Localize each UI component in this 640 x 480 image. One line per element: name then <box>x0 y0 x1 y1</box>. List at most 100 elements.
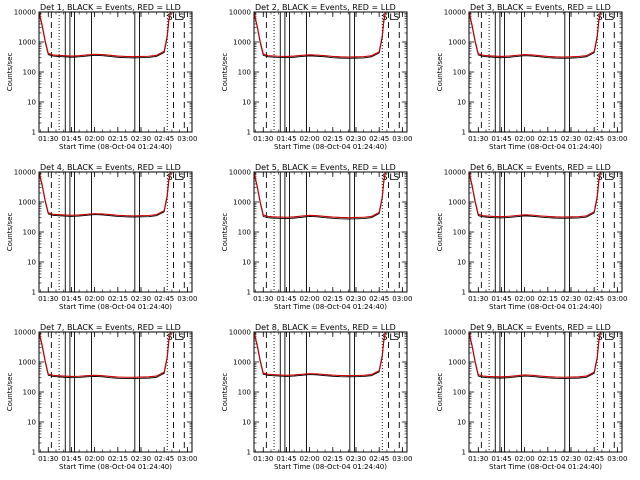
annotation-letter: S <box>178 333 184 343</box>
x-tick-label: 02:45 <box>369 455 389 463</box>
events-series-line <box>253 332 386 378</box>
panel-title: Det 5, BLACK = Events, RED = LLD <box>255 163 396 172</box>
y-tick-label: 1000 <box>448 359 466 367</box>
x-tick-label: 01:30 <box>468 135 488 143</box>
annotation-letter: L <box>604 333 609 343</box>
panel-det-2: Det 2, BLACK = Events, RED = LLD Counts/s… <box>221 3 412 151</box>
x-tick-label: 02:00 <box>515 135 535 143</box>
annotation-letter: L <box>604 173 609 183</box>
y-axis-label: Counts/sec <box>6 373 14 412</box>
y-axis-label: Counts/sec <box>221 373 229 412</box>
plot-frame <box>468 331 623 453</box>
panel-det-1: Det 1, BLACK = Events, RED = LLD Counts/s… <box>6 3 197 151</box>
y-tick-label: 10000 <box>229 9 251 17</box>
plot-frame <box>468 171 623 293</box>
x-tick-label: 03:00 <box>177 455 197 463</box>
x-tick-label: 02:30 <box>131 295 151 303</box>
x-tick-label: 02:45 <box>154 455 174 463</box>
panel-title: Det 4, BLACK = Events, RED = LLD <box>40 163 181 172</box>
panel-det-6: Det 6, BLACK = Events, RED = LLD Counts/s… <box>436 163 627 311</box>
annotation-letter: S <box>393 173 399 183</box>
annotation-letter: S <box>608 173 614 183</box>
lld-series-line <box>253 12 386 58</box>
y-tick-label: 10000 <box>444 169 466 177</box>
y-tick-label: 100 <box>23 229 36 237</box>
lld-series-line <box>253 172 386 219</box>
x-axis-label: Start Time (08-Oct-04 01:24:40) <box>59 303 172 311</box>
x-tick-label: 02:00 <box>515 295 535 303</box>
x-tick-label: 02:15 <box>538 135 558 143</box>
x-axis-label: Start Time (08-Oct-04 01:24:40) <box>489 143 602 151</box>
lld-series-line <box>468 172 601 218</box>
y-tick-label: 1 <box>32 129 36 137</box>
lld-series-line <box>253 332 386 377</box>
x-tick-label: 01:45 <box>276 135 296 143</box>
y-tick-label: 1000 <box>18 359 36 367</box>
y-tick-label: 1000 <box>233 39 251 47</box>
annotation-letter: L <box>389 333 394 343</box>
panel-det-3: Det 3, BLACK = Events, RED = LLD Counts/s… <box>436 3 627 151</box>
x-tick-label: 03:00 <box>392 455 412 463</box>
events-series-line <box>253 172 386 220</box>
x-tick-label: 01:30 <box>38 295 58 303</box>
y-tick-label: 100 <box>23 389 36 397</box>
x-tick-label: 02:45 <box>584 135 604 143</box>
x-tick-label: 03:00 <box>392 135 412 143</box>
lld-series-line <box>38 332 171 378</box>
x-tick-label: 02:45 <box>154 295 174 303</box>
x-tick-label: 02:15 <box>323 295 343 303</box>
y-tick-label: 10 <box>242 99 251 107</box>
x-tick-label: 03:00 <box>177 135 197 143</box>
panel-title: Det 2, BLACK = Events, RED = LLD <box>255 3 396 12</box>
x-tick-label: 02:15 <box>108 295 128 303</box>
y-tick-label: 100 <box>453 229 466 237</box>
y-tick-label: 1 <box>462 449 466 457</box>
y-tick-label: 1 <box>32 449 36 457</box>
y-tick-label: 1 <box>32 289 36 297</box>
plot-frame <box>38 171 193 293</box>
x-tick-label: 01:30 <box>253 455 273 463</box>
annotation-letter: S <box>608 333 614 343</box>
x-axis-label: Start Time (08-Oct-04 01:24:40) <box>59 463 172 471</box>
x-tick-label: 02:30 <box>561 135 581 143</box>
x-tick-label: 03:00 <box>607 455 627 463</box>
x-tick-label: 02:00 <box>515 455 535 463</box>
x-tick-label: 02:30 <box>131 455 151 463</box>
y-axis-label: Counts/sec <box>6 53 14 92</box>
x-tick-label: 02:30 <box>346 135 366 143</box>
plot-frame <box>468 11 623 133</box>
y-tick-label: 10 <box>457 259 466 267</box>
y-tick-label: 10000 <box>444 9 466 17</box>
y-tick-label: 10000 <box>14 9 36 17</box>
y-tick-label: 1 <box>247 289 251 297</box>
annotation-letter: L <box>174 173 179 183</box>
x-axis-label: Start Time (08-Oct-04 01:24:40) <box>274 463 387 471</box>
x-tick-label: 01:45 <box>61 135 81 143</box>
events-series-line <box>468 172 601 219</box>
y-tick-label: 10 <box>27 419 36 427</box>
x-tick-label: 01:45 <box>61 455 81 463</box>
annotation-letter: S <box>178 173 184 183</box>
y-tick-label: 100 <box>453 389 466 397</box>
y-tick-label: 10 <box>242 419 251 427</box>
x-tick-label: 02:45 <box>584 295 604 303</box>
y-tick-label: 10 <box>27 259 36 267</box>
plot-frame <box>253 331 408 453</box>
plot-frame <box>38 331 193 453</box>
annotation-letter: L <box>174 333 179 343</box>
x-tick-label: 01:30 <box>468 295 488 303</box>
x-tick-label: 02:15 <box>538 295 558 303</box>
x-tick-label: 01:45 <box>276 295 296 303</box>
y-tick-label: 1000 <box>18 199 36 207</box>
x-tick-label: 03:00 <box>607 295 627 303</box>
x-axis-label: Start Time (08-Oct-04 01:24:40) <box>274 303 387 311</box>
annotation-letter: S <box>608 13 614 23</box>
y-tick-label: 1 <box>247 129 251 137</box>
x-tick-label: 02:15 <box>323 455 343 463</box>
x-tick-label: 01:30 <box>38 135 58 143</box>
x-tick-label: 02:15 <box>108 455 128 463</box>
y-axis-label: Counts/sec <box>436 53 444 92</box>
annotation-letter: L <box>604 13 609 23</box>
x-tick-label: 01:45 <box>491 135 511 143</box>
panel-title: Det 9, BLACK = Events, RED = LLD <box>470 323 611 332</box>
